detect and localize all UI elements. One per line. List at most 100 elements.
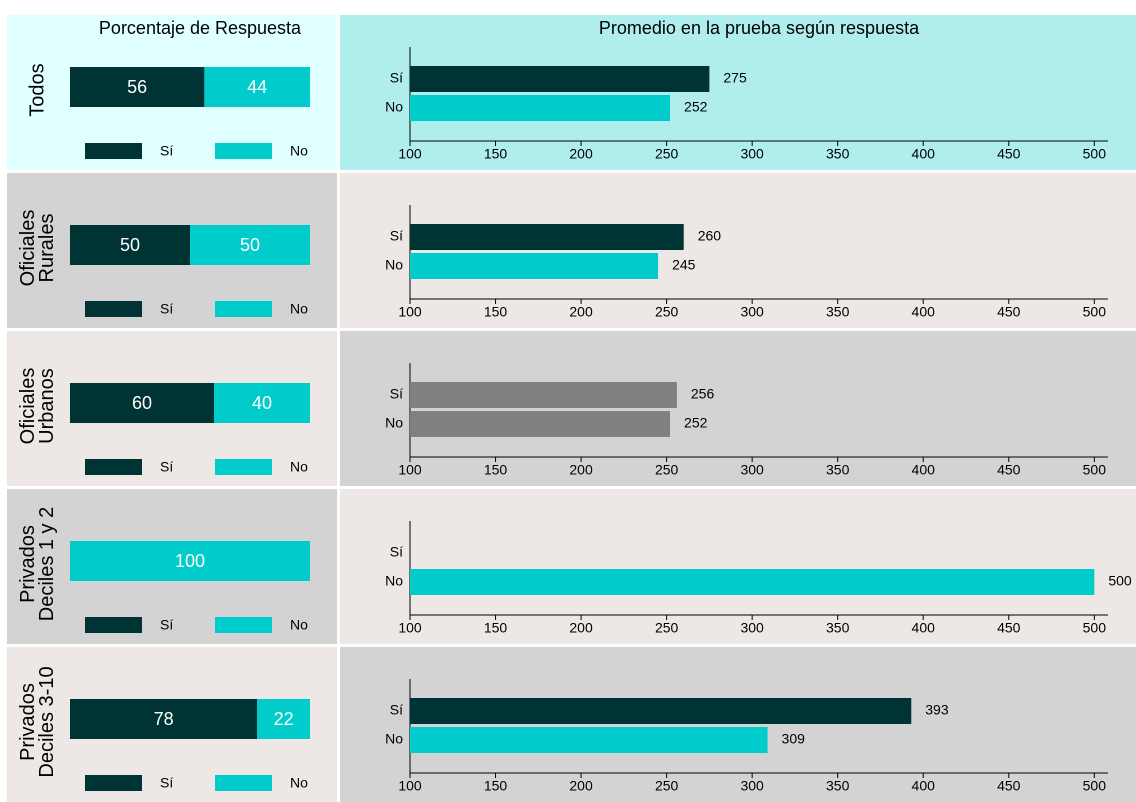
bar [410, 727, 768, 753]
segment-label: 40 [252, 393, 272, 413]
stacked-segment [70, 699, 258, 739]
value-label: 275 [723, 70, 747, 86]
bar [410, 569, 1095, 595]
x-tick-label: 100 [398, 304, 422, 320]
legend-label: Sí [160, 617, 173, 633]
panel-background [340, 647, 1136, 802]
bar [410, 698, 912, 724]
bar [410, 382, 677, 408]
x-tick-label: 100 [398, 778, 422, 794]
panel-background [340, 15, 1136, 170]
segment-label: 60 [132, 393, 152, 413]
x-tick-label: 500 [1083, 620, 1107, 636]
x-tick-label: 300 [740, 778, 764, 794]
stacked-segment [190, 225, 310, 265]
stacked-segment [214, 383, 310, 423]
legend-swatch [215, 459, 272, 475]
x-tick-label: 250 [655, 304, 679, 320]
category-label: No [385, 731, 403, 747]
legend-label: No [290, 301, 308, 317]
x-tick-label: 100 [398, 146, 422, 162]
category-label: Sí [390, 386, 403, 402]
bar [410, 66, 710, 92]
category-label: Sí [390, 228, 403, 244]
x-tick-label: 150 [484, 778, 508, 794]
row-label: Privados [17, 525, 39, 603]
x-tick-label: 400 [912, 778, 936, 794]
x-tick-label: 100 [398, 620, 422, 636]
x-tick-label: 250 [655, 462, 679, 478]
row-label: Todos [26, 63, 48, 116]
segment-label: 44 [247, 77, 267, 97]
legend-label: No [290, 617, 308, 633]
segment-label: 22 [274, 709, 294, 729]
legend-swatch [215, 775, 272, 791]
legend-swatch [85, 301, 142, 317]
row-label: Deciles 1 y 2 [36, 507, 58, 622]
x-tick-label: 250 [655, 620, 679, 636]
value-label: 245 [672, 257, 696, 273]
segment-label: 100 [175, 551, 205, 571]
legend-label: Sí [160, 301, 173, 317]
category-label: No [385, 573, 403, 589]
stacked-segment [70, 541, 310, 581]
x-tick-label: 350 [826, 462, 850, 478]
x-tick-label: 150 [484, 620, 508, 636]
segment-label: 50 [240, 235, 260, 255]
legend-label: Sí [160, 459, 173, 475]
value-label: 252 [684, 99, 708, 115]
value-label: 393 [925, 702, 949, 718]
legend-swatch [85, 775, 142, 791]
category-label: Sí [390, 544, 403, 560]
x-tick-label: 150 [484, 462, 508, 478]
x-tick-label: 300 [740, 620, 764, 636]
segment-label: 50 [120, 235, 140, 255]
legend-swatch [85, 617, 142, 633]
stacked-segment [70, 67, 205, 107]
x-tick-label: 500 [1083, 778, 1107, 794]
category-label: Sí [390, 70, 403, 86]
x-tick-label: 500 [1083, 304, 1107, 320]
x-tick-label: 500 [1083, 462, 1107, 478]
panel-background [340, 331, 1136, 486]
panel-background [340, 489, 1136, 644]
value-label: 500 [1108, 573, 1132, 589]
x-tick-label: 300 [740, 304, 764, 320]
legend-label: Sí [160, 143, 173, 159]
bar [410, 411, 671, 437]
segment-label: 78 [154, 709, 174, 729]
header-right: Promedio en la prueba según respuesta [599, 18, 920, 38]
legend-label: No [290, 143, 308, 159]
x-tick-label: 250 [655, 778, 679, 794]
x-tick-label: 300 [740, 146, 764, 162]
x-tick-label: 450 [997, 620, 1021, 636]
row-label: Deciles 3-10 [36, 666, 58, 777]
legend-label: Sí [160, 775, 173, 791]
legend-label: No [290, 459, 308, 475]
category-label: Sí [390, 702, 403, 718]
row-label: Privados [17, 683, 39, 761]
row-label: Oficiales [17, 368, 39, 445]
x-tick-label: 500 [1083, 146, 1107, 162]
legend-swatch [215, 143, 272, 159]
panel-background [340, 173, 1136, 328]
legend-label: No [290, 775, 308, 791]
x-tick-label: 100 [398, 462, 422, 478]
stacked-segment [70, 225, 190, 265]
row-label: Rurales [36, 214, 58, 283]
bar [410, 224, 684, 250]
x-tick-label: 450 [997, 146, 1021, 162]
x-tick-label: 150 [484, 146, 508, 162]
x-tick-label: 200 [569, 146, 593, 162]
legend-swatch [215, 301, 272, 317]
x-tick-label: 450 [997, 304, 1021, 320]
category-label: No [385, 257, 403, 273]
header-left: Porcentaje de Respuesta [99, 18, 302, 38]
x-tick-label: 450 [997, 462, 1021, 478]
bar [410, 95, 671, 121]
stacked-segment [257, 699, 310, 739]
value-label: 252 [684, 415, 708, 431]
x-tick-label: 300 [740, 462, 764, 478]
x-tick-label: 350 [826, 778, 850, 794]
